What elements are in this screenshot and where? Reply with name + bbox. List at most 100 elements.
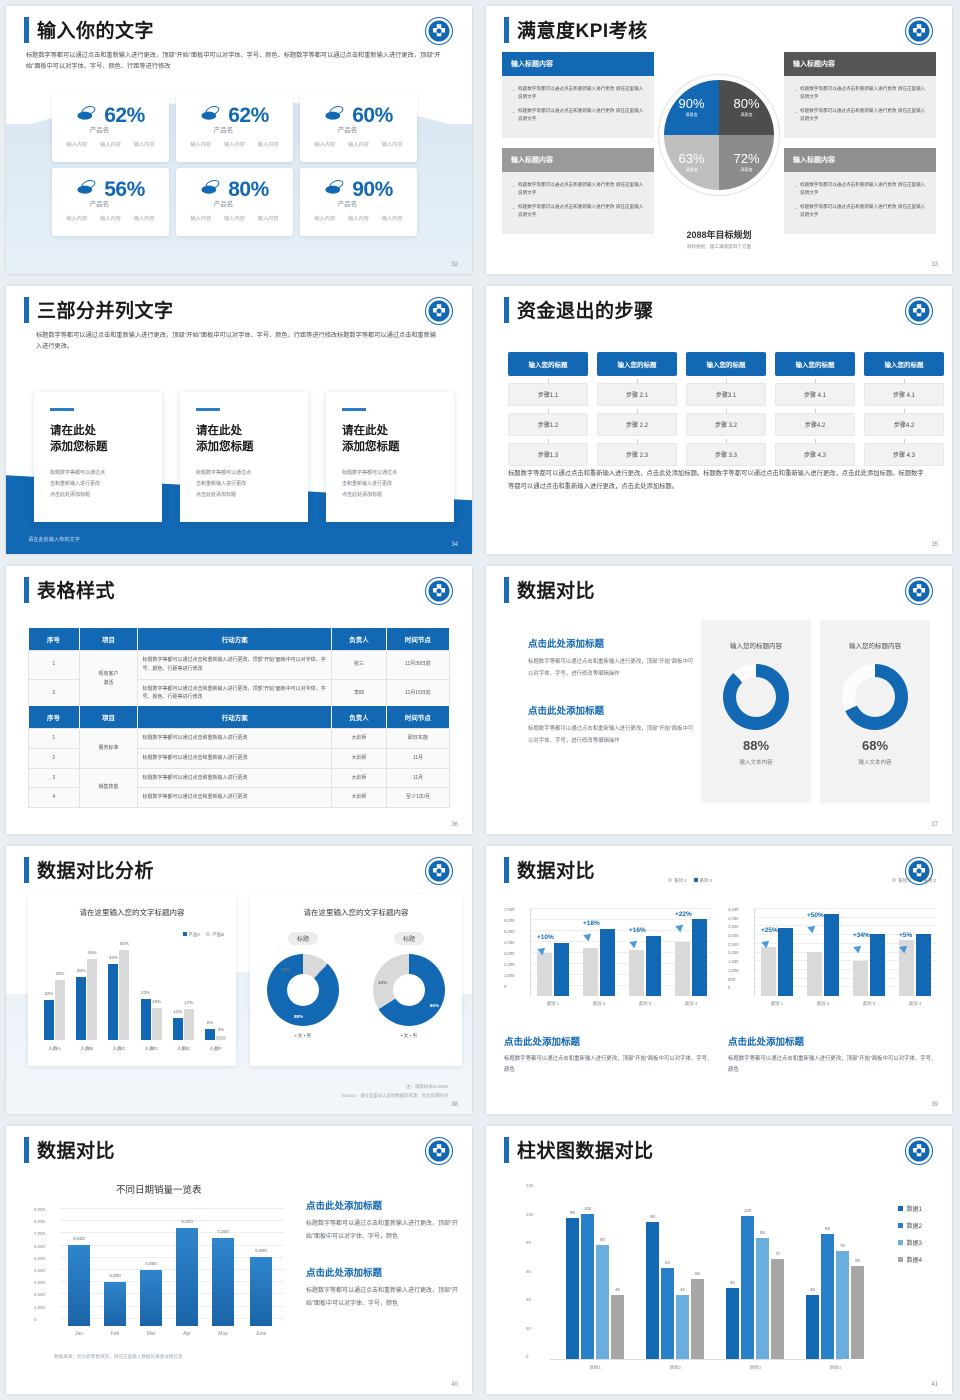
step-column-header[interactable]: 输入您的标题 (775, 352, 855, 376)
slide-34: 三部分并列文字 标题数字等都可以通过点击和重新输入进行更改，顶部“开始”面板中可… (0, 280, 480, 560)
bar-value-label: 85 (760, 1230, 765, 1235)
table-row[interactable]: 3 销售技能 标题数字等都可以通过点击和重新输入进行更改 大训师 11月 (28, 767, 451, 808)
step-item[interactable]: 步骤1.2 (508, 409, 588, 436)
donut-chip-label: 标题 (393, 932, 424, 945)
step-item[interactable]: 步骤 4.1 (864, 379, 944, 406)
bar-value-label: 64 (665, 1260, 670, 1265)
cell-owner: 李四 (331, 678, 387, 708)
y-tick: 100 (526, 1211, 534, 1217)
source-note: 数据来源：尼尔森零售研究，请在这里输入数据的来源详情信息 (54, 1354, 183, 1359)
legend-label: 女 (297, 1033, 303, 1038)
step-item[interactable]: 步骤3.1 (686, 379, 766, 406)
kpi-card[interactable]: 60% 产品名 输入内容 输入内容 输入内容 (300, 94, 417, 162)
slide-header: 数据对比 (504, 576, 595, 603)
chart-legend: 系列 1 系列 2 (668, 878, 712, 884)
step-item[interactable]: 步骤 2.3 (597, 439, 677, 466)
table-row[interactable]: 1 现有客户 激活 标题数字等都可以通过点击和重新输入进行更改，顶部“开始”面板… (28, 650, 451, 708)
y-tick: 3,500 (728, 924, 739, 930)
title-accent-bar (24, 296, 29, 323)
step-item[interactable]: 步骤4.2 (864, 409, 944, 436)
source-note-line: 注：调研样本N=5000 (406, 1084, 448, 1090)
cell-owner: 大训师 (331, 787, 387, 808)
table-row[interactable]: 2 标题数字等都可以通过点击和重新输入进行更改 大训师 11月 (28, 747, 451, 769)
donut-ring (842, 664, 908, 730)
title-accent-bar (504, 1136, 509, 1163)
legend-item: 数据1 (897, 1204, 922, 1213)
step-item[interactable]: 步骤4.2 (775, 409, 855, 436)
donut-card[interactable]: 输入您的标题内容 88% 输入文本内容 (701, 620, 811, 803)
step-item[interactable]: 步骤 2.1 (597, 379, 677, 406)
bar-value-label: 56 (695, 1271, 700, 1276)
step-item[interactable]: 步骤 4.3 (864, 439, 944, 466)
slide-header: 资金退出的步骤 (504, 296, 654, 323)
bar-value-label: 50 (730, 1280, 735, 1285)
caption-heading[interactable]: 点击此处添加标题 (728, 1037, 805, 1048)
step-item[interactable]: 步骤 3.2 (686, 409, 766, 436)
page-title: 表格样式 (37, 581, 116, 602)
bar-value-label: 23% (141, 990, 150, 995)
block-heading[interactable]: 点击此处添加标题 (306, 1268, 383, 1280)
pills-icon (76, 105, 98, 127)
kpi-info-box[interactable]: 输入标题内容 标题数字等都可以通过点击和重新输入进行更改 请在这里输入说明文字标… (502, 52, 654, 139)
content-card[interactable]: 请在此处 添加您标题 标题数字等都可以通过点 击和重新输入进行更改 点击此处添加… (326, 392, 454, 522)
step-column-header[interactable]: 输入您的标题 (597, 352, 677, 376)
card-title: 请在此处 添加您标题 (196, 424, 254, 453)
step-item[interactable]: 步骤1.1 (508, 379, 588, 406)
legend-label: 数据4 (906, 1258, 922, 1264)
x-label: 类别 3 (638, 1001, 652, 1006)
block-heading[interactable]: 点击此处添加标题 (306, 1201, 383, 1212)
step-item[interactable]: 步骤 3.3 (686, 439, 766, 466)
table-row[interactable]: 1 服务标准 标题数字等都可以通过点击和重新输入进行更改 大训师 即日实施 (28, 728, 451, 769)
table-row[interactable]: 2 标题数字等都可以通过点击和重新输入进行更改，顶部“开始”面板中可以对字体、字… (28, 678, 451, 708)
block-heading[interactable]: 点击此处添加标题 (528, 639, 605, 650)
kpi-card[interactable]: 56% 产品名 输入内容 输入内容 输入内容 (52, 168, 169, 236)
bar-x-label: 人群A (48, 1047, 61, 1052)
chart-legend: 系列 1 系列 2 (892, 878, 936, 884)
caption-heading[interactable]: 点击此处添加标题 (504, 1037, 581, 1048)
table-row[interactable]: 4 标题数字等都可以通过点击和重新输入进行更改 大训师 至少1次/月 (28, 787, 451, 808)
step-column-header[interactable]: 输入您的标题 (508, 352, 588, 376)
slide-39: 数据对比 系列 1 系列 2 7,000 6,000 5,000 4,000 3… (480, 840, 960, 1120)
kpi-info-box[interactable]: 输入标题内容 标题数字等都可以通过点击和重新输入进行更改 请在这里输入说明文字标… (784, 148, 936, 235)
page-title: 柱状图数据对比 (517, 1141, 654, 1162)
donut-card[interactable]: 输入您的标题内容 68% 输入文本内容 (820, 620, 930, 803)
bar-value-label: 12% (173, 1009, 183, 1014)
slide-38: 数据对比分析 请在这里输入您的文字标题内容 产品A 产品B 22% 33% 人群A … (0, 840, 480, 1120)
step-item[interactable]: 步骤 4.3 (775, 439, 855, 466)
step-column-header[interactable]: 输入您的标题 (864, 352, 944, 376)
kpi-card[interactable]: 62% 产品名 输入内容 输入内容 输入内容 (176, 94, 293, 162)
step-item[interactable]: 步骤 2.2 (597, 409, 677, 436)
card-accent-dash (50, 408, 74, 411)
card-accent-dash (196, 408, 220, 411)
step-item[interactable]: 步骤 4.1 (775, 379, 855, 406)
slide-number: 35 (931, 542, 938, 548)
card-body: 标题数字等都可以通过点 击和重新输入进行更改 点击此处添加标题 (342, 470, 398, 499)
source-note: 注：调研样本N=5000 Source：请在这里录入您的数据的来源、包含日期时间 (342, 1083, 448, 1100)
block-heading[interactable]: 点击此处添加标题 (528, 705, 605, 717)
step-column-header[interactable]: 输入您的标题 (686, 352, 766, 376)
kpi-card[interactable]: 62% 产品名 输入内容 输入内容 输入内容 (52, 94, 169, 162)
slide-35: 资金退出的步骤 输入您的标题 步骤1.1 步骤1.2 步骤1.3 输入您的标题 … (480, 280, 960, 560)
block-body: 标题数字等都可以通过点击和重新输入进行更改，顶部“开始”面板中可以对字体、字号，… (306, 1221, 458, 1240)
block-body: 标题数字等都可以通过点击和重新输入进行更改，顶部“开始”面板中可以对字体、字号，… (528, 659, 694, 678)
bar-value-label: 45 (615, 1287, 620, 1292)
kpi-info-box[interactable]: 输入标题内容 标题数字等都可以通过点击和重新输入进行更改 请在这里输入说明文字标… (502, 148, 654, 235)
title-accent-bar (504, 856, 509, 883)
kpi-sub: 输入内容 (224, 142, 245, 148)
legend-item: 产品B (206, 932, 224, 938)
block-body: 标题数字等都可以通过点击和重新输入进行更改，顶部“开始”面板中可以对字体、字号，… (528, 725, 694, 745)
kpi-card[interactable]: 90% 产品名 输入内容 输入内容 输入内容 (300, 168, 417, 236)
cell-time: 即日实施 (385, 728, 451, 749)
slide-number: 41 (931, 1382, 938, 1388)
kpi-card[interactable]: 80% 产品名 输入内容 输入内容 输入内容 (176, 168, 293, 236)
content-card[interactable]: 请在此处 添加您标题 标题数字等都可以通过点 击和重新输入进行更改 点击此处添加… (180, 392, 308, 522)
donut-slice-label: 88% (294, 1014, 304, 1019)
kpi-bullet: 标题数字等都可以通过点击和重新输入进行更改 请在这里输入说明文字 (793, 106, 927, 124)
kpi-info-box[interactable]: 输入标题内容 标题数字等都可以通过点击和重新输入进行更改 请在这里输入说明文字标… (784, 52, 936, 139)
slide-header: 满意度KPI考核 (504, 16, 648, 43)
y-axis-labels: 7,000 6,000 5,000 4,000 3,000 2,000 1,00… (504, 907, 514, 996)
content-card[interactable]: 请在此处 添加您标题 标题数字等都可以通过点 击和重新输入进行更改 点击此处添加… (34, 392, 162, 522)
bar-value-label: 8,000 (181, 1219, 193, 1224)
step-item[interactable]: 步骤1.3 (508, 439, 588, 466)
bar-chart-panel: 请在这里输入您的文字标题内容 产品A 产品B 22% 33% 人群A 35% 45% 人… (28, 894, 236, 1066)
